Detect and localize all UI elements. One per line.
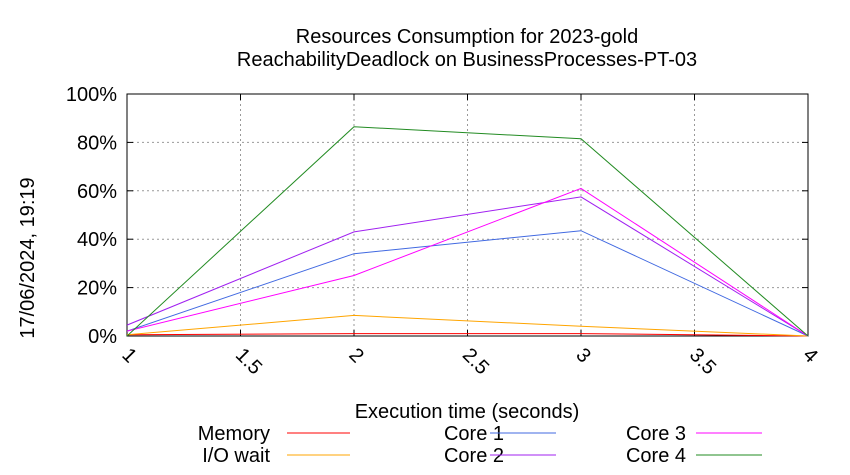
series-line-core-4 (126, 126, 809, 337)
x-tick-label: 3.5 (685, 344, 720, 379)
y-tick-label: 80% (77, 132, 117, 154)
x-tick-label: 2.5 (458, 344, 493, 379)
y-axis-ticks: 0% 20% 40% 60% 80% 100% (66, 84, 808, 348)
x-tick-label: 2 (344, 344, 367, 367)
y-tick-label: 20% (77, 278, 117, 300)
x-tick-label: 3 (571, 344, 594, 367)
legend-label-memory: Memory (198, 423, 270, 445)
series-line-core-3 (126, 187, 809, 337)
legend-label-core-2: Core 2 (444, 445, 504, 467)
x-axis-label: Execution time (seconds) (355, 401, 580, 423)
y-tick-label: 0% (88, 326, 117, 348)
series-line-core-1 (126, 230, 809, 337)
x-tick-label: 4 (798, 344, 821, 367)
legend-label-i-o-wait: I/O wait (202, 445, 270, 467)
grid (127, 94, 808, 336)
chart-title-line1: Resources Consumption for 2023-gold (296, 26, 638, 48)
x-tick-label: 1 (117, 344, 140, 367)
legend-label-core-4: Core 4 (626, 445, 686, 467)
legend-label-core-1: Core 1 (444, 423, 504, 445)
x-tick-label: 1.5 (231, 344, 266, 379)
y-tick-label: 60% (77, 181, 117, 203)
series-line-core-2 (126, 196, 809, 337)
chart-title-line2: ReachabilityDeadlock on BusinessProcesse… (237, 49, 697, 71)
series-lines (126, 126, 809, 337)
series-line-memory (126, 333, 809, 337)
series-line-i-o-wait (126, 314, 809, 337)
timestamp-label: 17/06/2024, 19:19 (17, 177, 39, 338)
y-tick-label: 40% (77, 229, 117, 251)
y-tick-label: 100% (66, 84, 117, 106)
legend-label-core-3: Core 3 (626, 423, 686, 445)
